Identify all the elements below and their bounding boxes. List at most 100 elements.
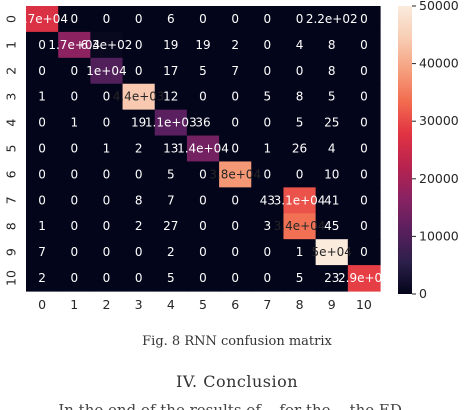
cell-label-7-2: 0 bbox=[103, 193, 111, 207]
cell-label-6-0: 0 bbox=[38, 167, 46, 181]
cell-label-5-2: 1 bbox=[103, 142, 111, 156]
y-tick-label: 4 bbox=[4, 119, 19, 127]
heatmap-cell-3-10 bbox=[347, 83, 381, 111]
heatmap-cell-5-1 bbox=[58, 135, 91, 163]
heatmap-cell-4-10 bbox=[347, 109, 381, 137]
cell-label-2-5: 5 bbox=[199, 64, 207, 78]
cell-label-9-1: 0 bbox=[70, 245, 78, 259]
heatmap-cell-0-9 bbox=[315, 6, 349, 33]
cell-label-0-9: 2.2e+02 bbox=[306, 12, 358, 26]
cell-label-4-9: 25 bbox=[324, 116, 339, 130]
x-tick-label: 0 bbox=[38, 297, 46, 312]
heatmap-cell-1-3 bbox=[122, 31, 156, 59]
cell-label-9-0: 7 bbox=[38, 245, 46, 259]
heatmap-cell-4-5 bbox=[186, 109, 220, 137]
cell-label-5-9: 4 bbox=[328, 142, 336, 156]
heatmap-cell-3-3 bbox=[122, 83, 156, 111]
heatmap-cell-1-10 bbox=[347, 31, 381, 59]
heatmap-cell-1-7 bbox=[251, 31, 285, 59]
cell-label-7-10: 0 bbox=[360, 193, 368, 207]
heatmap-cell-6-8 bbox=[283, 161, 317, 188]
heatmap-cell-3-2 bbox=[90, 83, 124, 111]
heatmap-cell-6-1 bbox=[58, 161, 91, 188]
heatmap-cell-6-5 bbox=[186, 161, 220, 188]
cell-label-5-6: 0 bbox=[231, 142, 239, 156]
cell-label-5-7: 1 bbox=[264, 142, 272, 156]
cell-label-0-1: 0 bbox=[70, 12, 78, 26]
heatmap-cell-10-4 bbox=[154, 265, 188, 292]
cell-label-2-6: 7 bbox=[231, 64, 239, 78]
cell-label-6-10: 0 bbox=[360, 167, 368, 181]
heatmap-cell-6-0 bbox=[26, 161, 59, 188]
cell-label-5-1: 0 bbox=[70, 142, 78, 156]
heatmap-cell-10-3 bbox=[122, 265, 156, 292]
heatmap-cell-10-7 bbox=[251, 265, 285, 292]
cell-label-8-0: 1 bbox=[38, 219, 46, 233]
colorbar bbox=[398, 6, 412, 294]
confusion-matrix-heatmap: 2.7e+04 0 0 0 6 0 0 0 0 2.2e+02 00 1.7e+046.3e+02 0 1… bbox=[4, 0, 459, 312]
heatmap-cell-0-7 bbox=[251, 6, 285, 33]
cell-label-3-2: 0 bbox=[103, 90, 111, 104]
heatmap-cell-0-4 bbox=[154, 6, 188, 33]
x-tick-label: 5 bbox=[199, 297, 207, 312]
cell-label-10-7: 0 bbox=[264, 271, 272, 285]
heatmap-cell-0-2 bbox=[90, 6, 124, 33]
cell-label-6-5: 0 bbox=[199, 167, 207, 181]
cell-label-4-8: 5 bbox=[296, 116, 304, 130]
cell-label-5-4: 13 bbox=[163, 142, 178, 156]
cell-label-8-4: 27 bbox=[163, 219, 178, 233]
cell-label-9-8: 1 bbox=[296, 245, 304, 259]
cell-label-3-5: 0 bbox=[199, 90, 207, 104]
heatmap-cell-4-3 bbox=[122, 109, 156, 137]
heatmap-cell-4-2 bbox=[90, 109, 124, 137]
heatmap-cell-2-3 bbox=[122, 57, 156, 85]
heatmap-cell-9-3 bbox=[122, 239, 156, 266]
cell-label-8-10: 0 bbox=[360, 219, 368, 233]
heatmap-cell-9-0 bbox=[26, 239, 59, 266]
cell-label-2-10: 0 bbox=[360, 64, 368, 78]
cell-label-9-6: 0 bbox=[231, 245, 239, 259]
heatmap-cell-8-7 bbox=[251, 213, 285, 240]
heatmap-cell-4-7 bbox=[251, 109, 285, 137]
cell-label-6-6: 3.8e+04 bbox=[209, 167, 261, 181]
cell-label-5-0: 0 bbox=[38, 142, 46, 156]
heatmap-cell-9-7 bbox=[251, 239, 285, 266]
cell-label-1-10: 0 bbox=[360, 38, 368, 52]
heatmap-cell-9-10 bbox=[347, 239, 381, 266]
heatmap-cell-4-6 bbox=[219, 109, 252, 137]
cell-label-10-0: 2 bbox=[38, 271, 46, 285]
figure-caption: Fig. 8 RNN confusion matrix bbox=[142, 334, 332, 349]
colorbar-tick-label: 40000 bbox=[419, 56, 459, 71]
cell-label-8-5: 0 bbox=[199, 219, 207, 233]
colorbar-tick-label: 30000 bbox=[419, 113, 459, 128]
heatmap-cell-10-6 bbox=[219, 265, 252, 292]
cell-label-3-10: 0 bbox=[360, 90, 368, 104]
heatmap-cell-9-8 bbox=[283, 239, 317, 266]
cell-label-0-5: 0 bbox=[199, 12, 207, 26]
heatmap-cell-1-4 bbox=[154, 31, 188, 59]
cell-label-1-0: 0 bbox=[38, 38, 46, 52]
cell-label-10-10: 2.9e+04 bbox=[338, 271, 390, 285]
cell-label-7-4: 7 bbox=[167, 193, 175, 207]
heatmap-cell-8-8 bbox=[283, 213, 317, 240]
heatmap-cell-5-5 bbox=[186, 135, 220, 163]
heatmap-cell-6-7 bbox=[251, 161, 285, 188]
heatmap-cell-0-5 bbox=[186, 6, 220, 33]
heatmap-cell-9-1 bbox=[58, 239, 91, 266]
cell-label-2-7: 0 bbox=[264, 64, 272, 78]
cell-label-1-5: 19 bbox=[195, 38, 210, 52]
heatmap-cell-1-0 bbox=[26, 31, 59, 59]
cell-label-10-3: 0 bbox=[135, 271, 143, 285]
cell-label-3-1: 0 bbox=[70, 90, 78, 104]
heatmap-cell-7-6 bbox=[219, 187, 252, 214]
heatmap-cell-3-8 bbox=[283, 83, 317, 111]
heatmap-cell-5-7 bbox=[251, 135, 285, 163]
cell-label-8-3: 2 bbox=[135, 219, 143, 233]
heatmap-cell-5-2 bbox=[90, 135, 124, 163]
cell-label-3-7: 5 bbox=[264, 90, 272, 104]
cell-label-0-3: 0 bbox=[135, 12, 143, 26]
heatmap-cell-1-1 bbox=[58, 31, 91, 59]
cell-label-7-9: 41 bbox=[324, 193, 339, 207]
y-tick-label: 1 bbox=[4, 41, 19, 49]
x-tick-label: 10 bbox=[356, 297, 372, 312]
